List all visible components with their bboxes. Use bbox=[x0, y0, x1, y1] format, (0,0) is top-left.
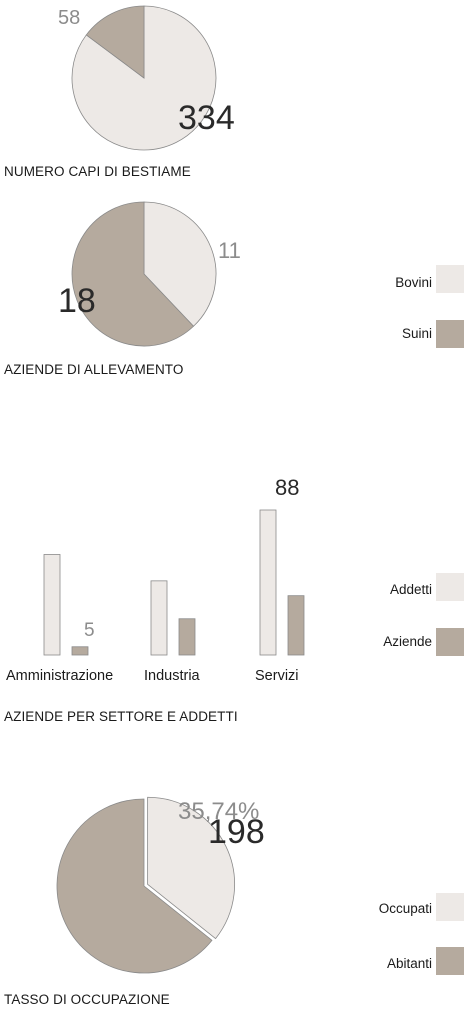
employment-pie bbox=[56, 796, 235, 974]
sectors-bars bbox=[43, 509, 305, 656]
legend-label-abitanti: Abitanti bbox=[386, 956, 432, 971]
legend-swatch-suini bbox=[436, 320, 464, 348]
legend-swatch-addetti bbox=[436, 573, 464, 601]
legend-label-occupati: Occupati bbox=[378, 901, 432, 916]
employment-occupati-value-label: 198 bbox=[208, 813, 265, 851]
livestock-pie-chart: 58 334 bbox=[58, 5, 235, 151]
livestock-caption: NUMERO CAPI DI BESTIAME bbox=[4, 164, 191, 179]
amministrazione-aziende-value-label: 5 bbox=[84, 620, 95, 641]
legend-swatch-aziende bbox=[436, 628, 464, 656]
bar-amministrazione-addetti bbox=[43, 554, 61, 656]
legend-label-bovini: Bovini bbox=[395, 275, 432, 290]
livestock-suini-value-label: 58 bbox=[58, 7, 80, 29]
category-label-servizi: Servizi bbox=[255, 668, 299, 684]
legend-label-aziende: Aziende bbox=[383, 634, 432, 649]
bar-industria-aziende bbox=[178, 618, 196, 656]
employment-caption: TASSO DI OCCUPAZIONE bbox=[4, 992, 170, 1007]
livestock-bovini-value-label: 334 bbox=[178, 99, 235, 137]
bar-industria-addetti bbox=[150, 580, 168, 656]
category-label-industria: Industria bbox=[144, 668, 200, 684]
sectors-bar-chart: 88 5 bbox=[43, 475, 305, 656]
employment-slice-abitanti bbox=[56, 798, 213, 974]
legend-swatch-abitanti bbox=[436, 947, 464, 975]
farms-bovini-value-label: 11 bbox=[218, 238, 241, 263]
bar-servizi-aziende bbox=[287, 595, 305, 656]
legend-swatch-occupati bbox=[436, 893, 464, 921]
legend-swatch-bovini bbox=[436, 265, 464, 293]
employment-slice-occupati bbox=[147, 796, 235, 940]
farms-slice-suini bbox=[71, 201, 195, 347]
farms-pie-chart: 11 18 bbox=[58, 201, 241, 347]
livestock-slice-suini bbox=[85, 5, 145, 79]
bar-servizi-addetti bbox=[259, 509, 277, 656]
bar-amministrazione-aziende bbox=[71, 646, 89, 656]
livestock-pie bbox=[71, 5, 217, 151]
legend-label-addetti: Addetti bbox=[389, 582, 432, 597]
farms-caption: AZIENDE DI ALLEVAMENTO bbox=[4, 362, 184, 377]
employment-pie-chart: 35,74% 198 bbox=[56, 796, 265, 974]
employment-percent-label: 35,74% bbox=[178, 798, 259, 825]
sectors-caption: AZIENDE PER SETTORE E ADDETTI bbox=[4, 709, 238, 724]
category-label-amministrazione: Amministrazione bbox=[6, 668, 114, 684]
legend-label-suini: Suini bbox=[401, 326, 432, 341]
farms-suini-value-label: 18 bbox=[58, 282, 96, 320]
farms-pie bbox=[71, 201, 217, 347]
farms-slice-bovini bbox=[143, 201, 217, 327]
servizi-addetti-value-label: 88 bbox=[275, 475, 299, 500]
